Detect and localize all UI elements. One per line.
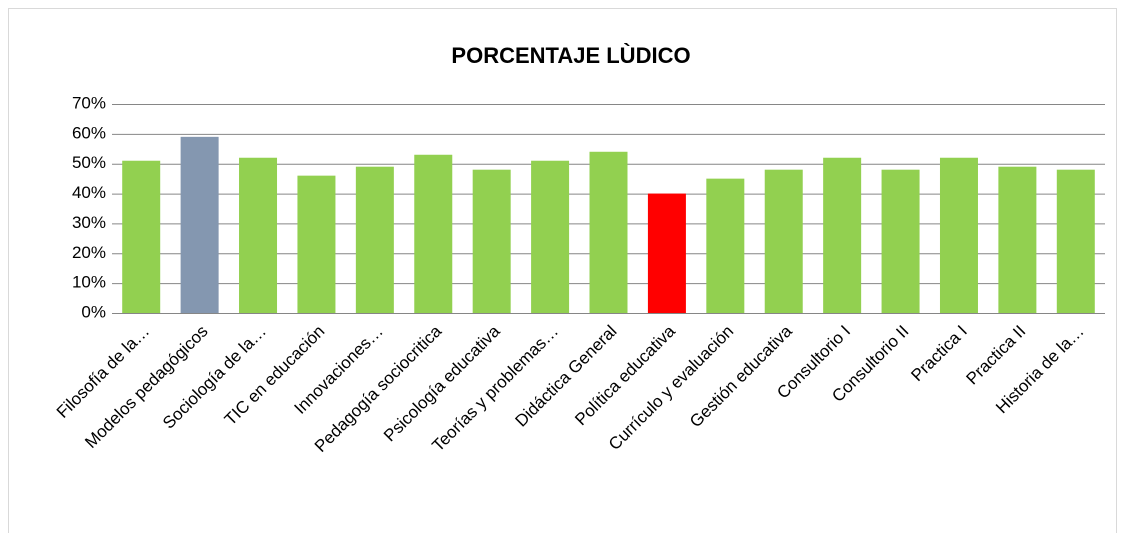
- bar: [239, 157, 278, 313]
- y-tick-label: 20%: [72, 243, 106, 262]
- y-tick-label: 40%: [72, 183, 106, 202]
- bar: [355, 166, 394, 313]
- x-tick-label: Sociología de la…: [159, 322, 270, 433]
- x-tick-label: TIC en educación: [221, 322, 329, 430]
- x-tick-label: Política educativa: [571, 321, 679, 429]
- x-tick-label: Practica I: [907, 322, 971, 386]
- bar: [414, 154, 453, 313]
- bar: [706, 178, 745, 313]
- bar: [297, 175, 336, 313]
- bar: [122, 160, 161, 313]
- bar: [764, 169, 803, 313]
- y-tick-label: 70%: [72, 93, 106, 112]
- bar: [180, 136, 219, 313]
- bar: [998, 166, 1037, 313]
- bar: [472, 169, 511, 313]
- x-tick-label: Psicología educativa: [380, 321, 504, 445]
- y-tick-label: 30%: [72, 213, 106, 232]
- y-tick-label: 0%: [81, 302, 106, 321]
- bar: [647, 193, 686, 313]
- y-tick-label: 50%: [72, 153, 106, 172]
- chart-title: PORCENTAJE LÙDICO: [451, 43, 690, 68]
- bar: [531, 160, 570, 313]
- bar: [881, 169, 920, 313]
- bar: [1056, 169, 1095, 313]
- bar: [589, 151, 628, 313]
- bar: [823, 157, 862, 313]
- chart-frame: [8, 8, 1117, 533]
- y-tick-label: 10%: [72, 273, 106, 292]
- x-tick-label: Gestión educativa: [686, 321, 796, 431]
- y-tick-label: 60%: [72, 123, 106, 142]
- x-tick-label: Didáctica General: [512, 322, 621, 431]
- bar: [939, 157, 978, 313]
